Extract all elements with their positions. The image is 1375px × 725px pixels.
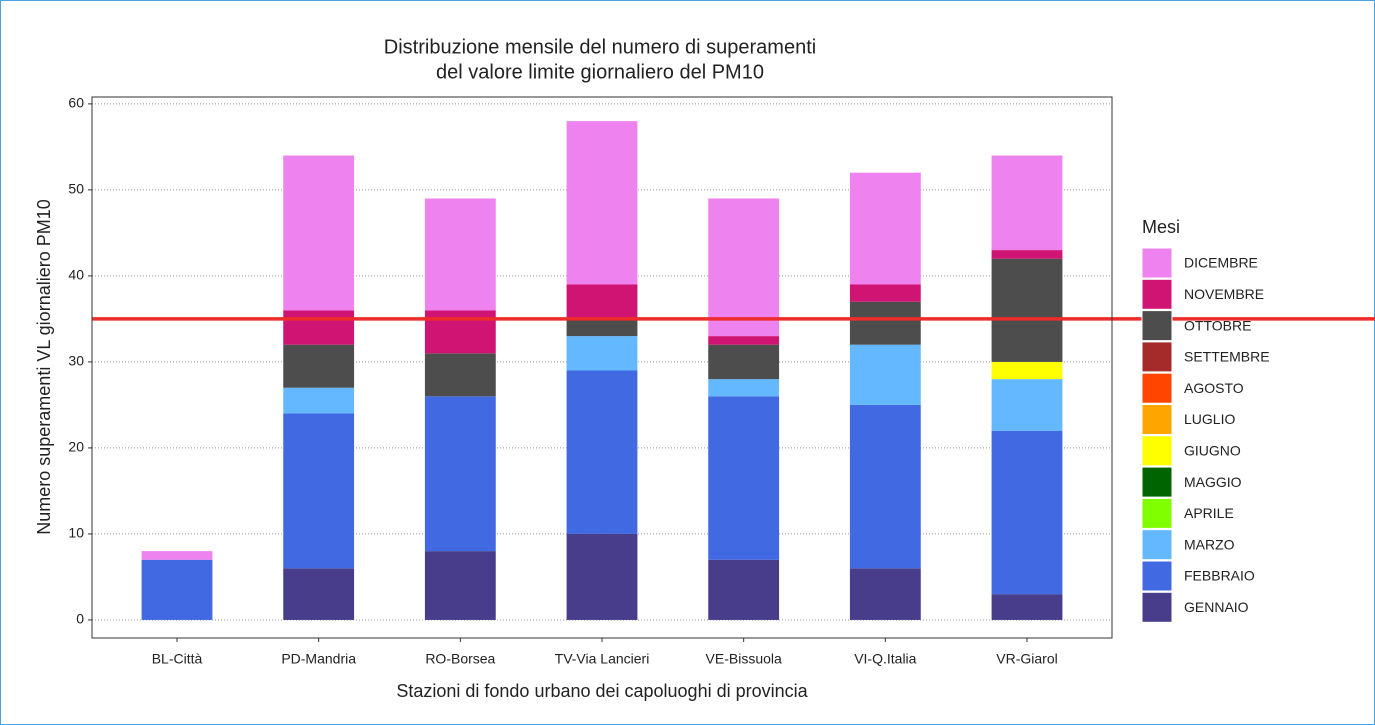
y-tick-label: 40 (68, 267, 84, 283)
legend-swatch (1141, 435, 1173, 467)
bar-segment (708, 559, 780, 620)
y-tick-label: 50 (68, 181, 84, 197)
bar-segment (283, 344, 355, 388)
bar-segment (708, 198, 780, 337)
x-tick-label: VR-Giarol (996, 651, 1057, 667)
bar-segment (849, 301, 921, 345)
x-tick-label: PD-Mandria (281, 651, 356, 667)
legend-label: LUGLIO (1184, 411, 1235, 427)
bar-segment (708, 379, 780, 397)
legend-swatch (1141, 341, 1173, 373)
bar-segment (566, 533, 638, 620)
x-tick-label: VI-Q.Italia (854, 651, 916, 667)
legend-label: DICEMBRE (1184, 255, 1258, 271)
bar-segment (849, 172, 921, 285)
x-tick-label: TV-Via Lancieri (555, 651, 650, 667)
legend-label: GENNAIO (1184, 599, 1249, 615)
legend-label: FEBBRAIO (1184, 568, 1255, 584)
chart-title: del valore limite giornaliero del PM10 (436, 61, 764, 83)
x-tick-label: VE-Bissuola (706, 651, 782, 667)
bar-segment (424, 396, 496, 552)
bar-segment (566, 318, 638, 337)
legend-label: NOVEMBRE (1184, 286, 1264, 302)
bar-segment (566, 121, 638, 285)
bar-segment (283, 387, 355, 414)
legend-title: Mesi (1142, 217, 1180, 237)
legend-label: GIUGNO (1184, 443, 1241, 459)
legend-swatch (1141, 591, 1173, 623)
bar-segment (566, 336, 638, 371)
y-axis-label: Numero superamenti VL giornaliero PM10 (34, 199, 54, 535)
legend-swatch (1141, 529, 1173, 561)
bar-segment (991, 379, 1063, 431)
bar-segment (283, 413, 355, 569)
bar-segment (991, 250, 1063, 259)
legend-swatch (1141, 466, 1173, 498)
legend-label: OTTOBRE (1184, 317, 1251, 333)
legend-swatch (1141, 247, 1173, 279)
chart-title: Distribuzione mensile del numero di supe… (384, 36, 816, 58)
bar-segment (991, 430, 1063, 595)
legend-label: MAGGIO (1184, 474, 1242, 490)
legend-swatch (1141, 560, 1173, 592)
bar-segment (708, 344, 780, 380)
legend-label: SETTEMBRE (1184, 349, 1270, 365)
bar-segment (424, 198, 496, 311)
bar-segment (991, 361, 1063, 380)
bar-segment (566, 284, 638, 319)
bar-segment (424, 353, 496, 397)
y-tick-label: 30 (68, 353, 84, 369)
x-axis-label: Stazioni di fondo urbano dei capoluoghi … (396, 681, 808, 701)
y-tick-label: 10 (68, 525, 84, 541)
bar-segment (424, 551, 496, 620)
bar-segment (283, 310, 355, 345)
bar-segment (708, 336, 780, 345)
legend-swatch (1141, 278, 1173, 310)
bar-segment (141, 551, 213, 560)
plot-border (91, 96, 1113, 639)
bar-segment (566, 370, 638, 534)
bar-segment (849, 404, 921, 569)
legend-label: APRILE (1184, 505, 1234, 521)
bar-segment (141, 559, 213, 620)
y-tick-label: 20 (68, 439, 84, 455)
bar-segment (849, 284, 921, 302)
y-tick-label: 0 (76, 611, 84, 627)
x-tick-label: BL-Città (152, 651, 203, 667)
bar-segment (991, 594, 1063, 620)
legend-swatch (1141, 497, 1173, 529)
legend-label: AGOSTO (1184, 380, 1244, 396)
legend-swatch (1141, 310, 1173, 342)
legend-label: MARZO (1184, 536, 1235, 552)
x-tick-label: RO-Borsea (425, 651, 495, 667)
legend-swatch (1141, 404, 1173, 435)
y-tick-label: 60 (68, 95, 84, 111)
bar-segment (424, 310, 496, 354)
bar-segment (849, 568, 921, 620)
bar-segment (283, 568, 355, 620)
bar-segment (849, 344, 921, 405)
bar-segment (708, 396, 780, 560)
bar-segment (283, 155, 355, 311)
bar-segment (991, 155, 1063, 251)
legend-swatch (1141, 372, 1173, 404)
bar-segment (991, 258, 1063, 362)
